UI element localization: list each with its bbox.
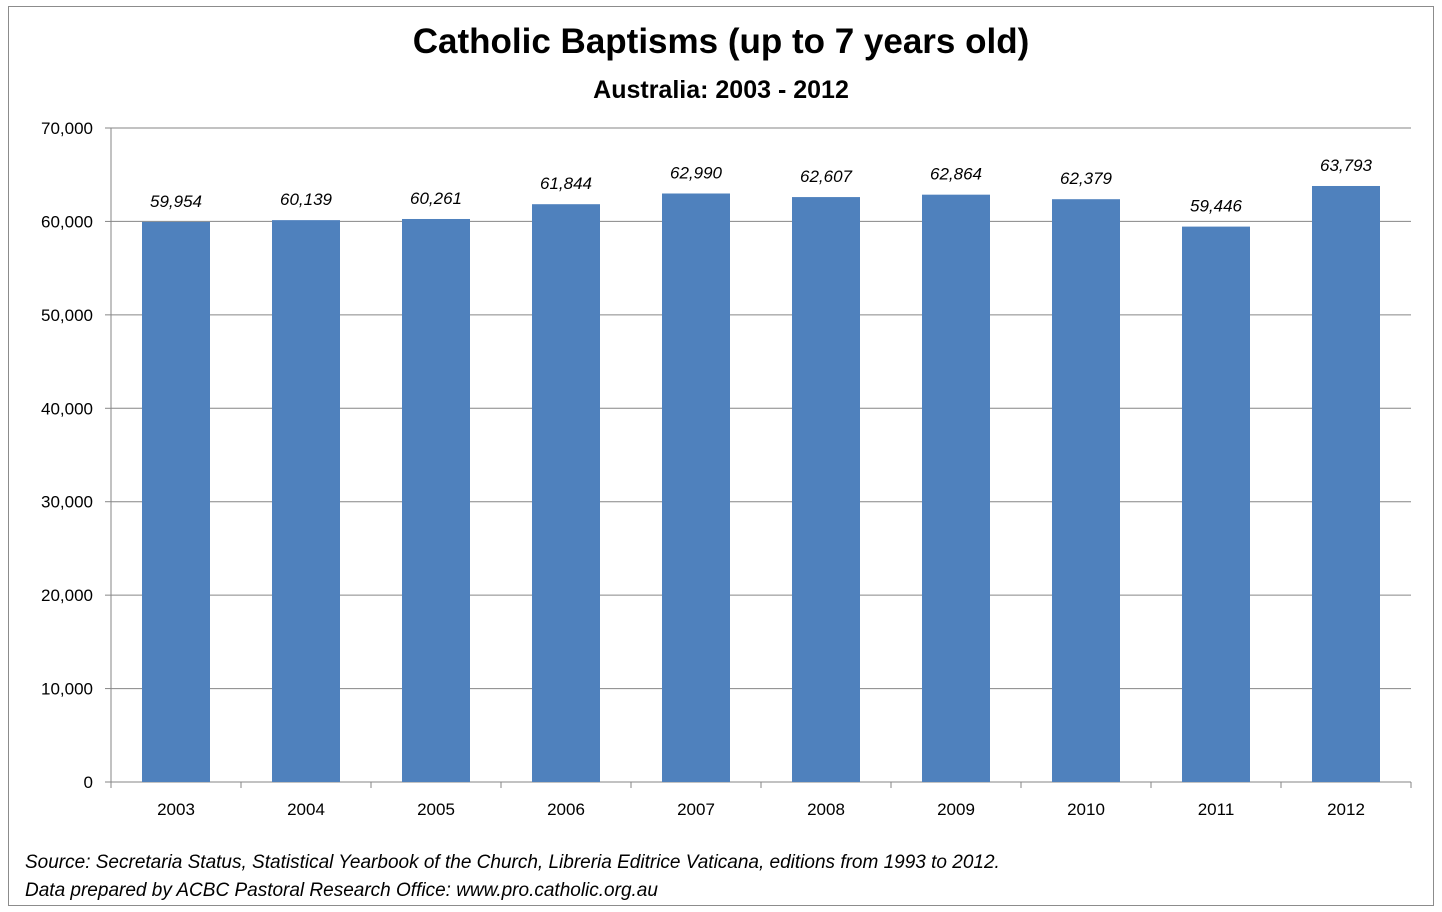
data-label: 62,607 bbox=[800, 167, 853, 186]
prepared-note: Data prepared by ACBC Pastoral Research … bbox=[25, 880, 658, 901]
data-label: 61,844 bbox=[540, 174, 592, 193]
chart-subtitle: Australia: 2003 - 2012 bbox=[593, 76, 849, 104]
x-tick-label: 2011 bbox=[1198, 800, 1235, 819]
x-tick-label: 2007 bbox=[677, 800, 715, 819]
x-tick-label: 2004 bbox=[287, 800, 325, 819]
chart-title: Catholic Baptisms (up to 7 years old) bbox=[412, 22, 1030, 61]
x-tick-label: 2008 bbox=[807, 800, 845, 819]
bar bbox=[1312, 185, 1380, 783]
y-tick-label: 10,000 bbox=[41, 680, 93, 699]
bar bbox=[662, 193, 730, 783]
x-tick-label: 2010 bbox=[1067, 800, 1105, 819]
data-label: 60,261 bbox=[410, 189, 462, 208]
bar bbox=[532, 204, 600, 783]
data-label: 62,864 bbox=[930, 165, 982, 184]
y-tick-label: 30,000 bbox=[41, 493, 93, 512]
source-note: Source: Secretaria Status, Statistical Y… bbox=[25, 852, 1000, 873]
x-tick-label: 2003 bbox=[157, 800, 195, 819]
x-tick-label: 2012 bbox=[1327, 800, 1365, 819]
data-label: 62,379 bbox=[1060, 169, 1113, 188]
x-tick-label: 2009 bbox=[937, 800, 975, 819]
data-label: 60,139 bbox=[280, 190, 333, 209]
data-label: 59,446 bbox=[1190, 197, 1243, 216]
data-label: 63,793 bbox=[1320, 156, 1373, 175]
x-tick-label: 2005 bbox=[417, 800, 455, 819]
x-tick-label: 2006 bbox=[547, 800, 585, 819]
bar bbox=[142, 221, 210, 782]
y-tick-label: 60,000 bbox=[41, 212, 93, 231]
y-tick-label: 0 bbox=[84, 773, 93, 792]
y-tick-label: 20,000 bbox=[41, 586, 93, 605]
bar bbox=[792, 197, 860, 782]
bar bbox=[402, 218, 470, 782]
bar bbox=[922, 194, 990, 782]
bar bbox=[1052, 199, 1120, 783]
y-tick-label: 50,000 bbox=[41, 306, 93, 325]
y-tick-label: 70,000 bbox=[41, 119, 93, 138]
data-label: 59,954 bbox=[150, 192, 202, 211]
bar bbox=[1182, 226, 1250, 783]
bar bbox=[272, 220, 340, 783]
data-label: 62,990 bbox=[670, 163, 723, 182]
y-tick-label: 40,000 bbox=[41, 399, 93, 418]
